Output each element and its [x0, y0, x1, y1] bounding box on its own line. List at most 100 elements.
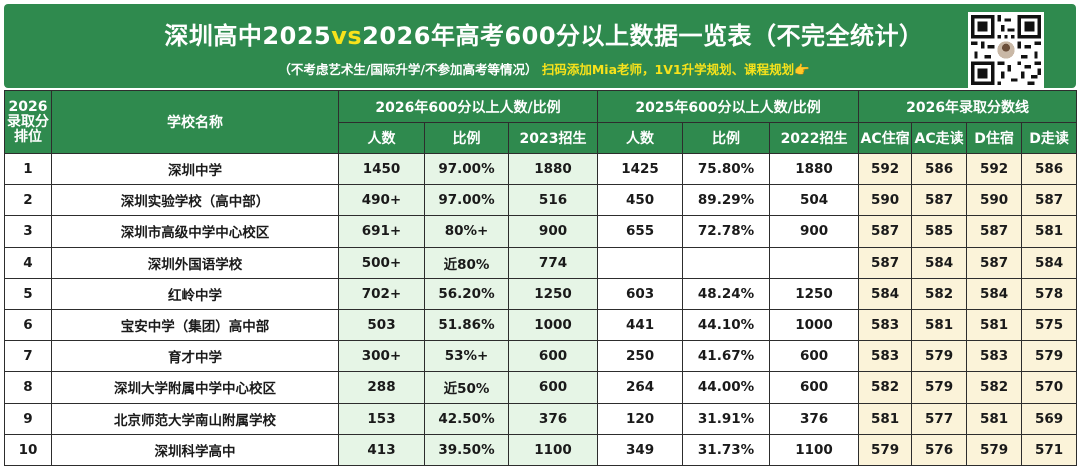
col-header-d-boarding: D住宿: [966, 122, 1023, 154]
ratio-2025-cell: 44.00%: [682, 371, 771, 404]
d-day-cell: 579: [1021, 340, 1078, 373]
ac-boarding-cell: 584: [858, 277, 913, 310]
count-2025-cell: 120: [597, 402, 684, 435]
ratio-2026-cell: 51.86%: [424, 308, 509, 342]
title-post: 2026年高考600分以上数据一览表（不完全统计）: [362, 22, 924, 50]
d-day-cell: 586: [1021, 152, 1078, 186]
count-2025-cell: 349: [597, 433, 684, 466]
enroll-2022-cell: 504: [769, 184, 860, 217]
table-row: 2 深圳实验学校（高中部） 490+ 97.00% 516 450 89.29% 504 590…: [4, 184, 1078, 217]
enroll-2023-cell: 600: [507, 340, 599, 373]
d-boarding-cell: 581: [966, 308, 1023, 342]
count-2025-cell: 450: [597, 184, 684, 217]
enroll-2023-cell: 1880: [507, 152, 599, 186]
ac-day-cell: 585: [911, 215, 968, 248]
d-day-cell: 569: [1021, 402, 1078, 435]
enroll-2023-cell: 516: [507, 184, 599, 217]
table-row: 9 北京师范大学南山附属学校 153 42.50% 376 120 31.91% 376 581…: [4, 402, 1078, 435]
col-header-d-day: D走读: [1021, 122, 1078, 154]
count-2026-cell: 490+: [338, 184, 425, 217]
ac-boarding-cell: 583: [858, 308, 913, 342]
rank-cell: 6: [4, 308, 52, 342]
enroll-2022-cell: 1000: [769, 308, 860, 342]
ratio-2025-cell: 72.78%: [682, 215, 771, 248]
d-boarding-cell: 592: [966, 152, 1023, 186]
d-boarding-cell: 587: [966, 246, 1023, 279]
title-pre: 深圳高中2025: [164, 22, 332, 50]
ac-day-cell: 584: [911, 246, 968, 279]
enroll-2023-cell: 600: [507, 371, 599, 404]
enroll-2022-cell: 1250: [769, 277, 860, 310]
count-2025-cell: [597, 246, 684, 279]
ac-day-cell: 576: [911, 433, 968, 466]
ac-boarding-cell: 582: [858, 371, 913, 404]
count-2026-cell: 1450: [338, 152, 425, 186]
ac-boarding-cell: 583: [858, 340, 913, 373]
ratio-2025-cell: 89.29%: [682, 184, 771, 217]
group-header-2026: 2026年600分以上人数/比例: [337, 90, 599, 123]
school-name-cell: 深圳外国语学校: [51, 246, 339, 279]
col-header-ratio-2025: 比例: [682, 122, 771, 154]
ac-boarding-cell: 587: [858, 215, 913, 248]
ratio-2025-cell: [682, 246, 771, 279]
d-day-cell: 584: [1021, 246, 1078, 279]
ratio-2025-cell: 41.67%: [682, 340, 771, 373]
school-name-cell: 深圳中学: [51, 152, 339, 186]
count-2025-cell: 603: [597, 277, 684, 310]
ratio-2025-cell: 44.10%: [682, 308, 771, 342]
school-name-cell: 红岭中学: [51, 277, 339, 310]
ratio-2026-cell: 97.00%: [424, 184, 509, 217]
school-name-cell: 深圳市高级中学中心校区: [51, 215, 339, 248]
ac-boarding-cell: 592: [858, 152, 913, 186]
d-boarding-cell: 584: [966, 277, 1023, 310]
col-header-enroll-2023: 2023招生: [507, 122, 599, 154]
d-day-cell: 570: [1021, 371, 1078, 404]
rank-cell: 8: [4, 371, 52, 404]
ratio-2025-cell: 31.73%: [682, 433, 771, 466]
ratio-2025-cell: 75.80%: [682, 152, 771, 186]
enroll-2022-cell: 600: [769, 340, 860, 373]
rank-cell: 9: [4, 402, 52, 435]
enroll-2023-cell: 1000: [507, 308, 599, 342]
count-2025-cell: 441: [597, 308, 684, 342]
ratio-2025-cell: 31.91%: [682, 402, 771, 435]
col-header-count-2025: 人数: [597, 122, 684, 154]
count-2026-cell: 503: [338, 308, 425, 342]
rank-cell: 10: [4, 433, 52, 466]
col-header-enroll-2022: 2022招生: [769, 122, 860, 154]
enroll-2022-cell: 1100: [769, 433, 860, 466]
school-name-cell: 深圳实验学校（高中部）: [51, 184, 339, 217]
ac-day-cell: 577: [911, 402, 968, 435]
table-row: 4 深圳外国语学校 500+ 近80% 774 587 584 587 584: [4, 246, 1078, 279]
school-name-header: 学校名称: [51, 90, 339, 154]
group-header-score: 2026年录取分数线: [858, 90, 1078, 123]
d-boarding-cell: 583: [966, 340, 1023, 373]
rank-cell: 3: [4, 215, 52, 248]
rank-cell: 2: [4, 184, 52, 217]
count-2026-cell: 702+: [338, 277, 425, 310]
d-day-cell: 587: [1021, 184, 1078, 217]
d-day-cell: 581: [1021, 215, 1078, 248]
school-name-cell: 北京师范大学南山附属学校: [51, 402, 339, 435]
table-row: 5 红岭中学 702+ 56.20% 1250 603 48.24% 1250 584 582 58…: [4, 277, 1078, 310]
group-header-2025: 2025年600分以上人数/比例: [597, 90, 860, 123]
rank-cell: 1: [4, 152, 52, 186]
ac-day-cell: 581: [911, 308, 968, 342]
count-2026-cell: 500+: [338, 246, 425, 279]
enroll-2022-cell: 600: [769, 371, 860, 404]
d-day-cell: 575: [1021, 308, 1078, 342]
ac-boarding-cell: 579: [858, 433, 913, 466]
count-2026-cell: 691+: [338, 215, 425, 248]
rank-header: 2026 录取分 排位: [4, 90, 52, 154]
count-2025-cell: 655: [597, 215, 684, 248]
school-name-cell: 深圳大学附属中学中心校区: [51, 371, 339, 404]
ac-day-cell: 587: [911, 184, 968, 217]
table-row: 6 宝安中学（集团）高中部 503 51.86% 1000 441 44.10% 1000 58…: [4, 308, 1078, 342]
ratio-2026-cell: 97.00%: [424, 152, 509, 186]
d-boarding-cell: 579: [966, 433, 1023, 466]
rank-cell: 4: [4, 246, 52, 279]
ratio-2026-cell: 39.50%: [424, 433, 509, 466]
count-2025-cell: 1425: [597, 152, 684, 186]
ac-day-cell: 579: [911, 340, 968, 373]
